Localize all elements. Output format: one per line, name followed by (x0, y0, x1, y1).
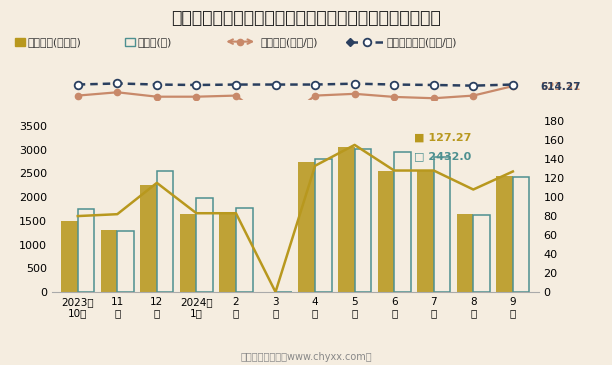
Bar (101, 230, 118, 292)
Bar (513, 177, 529, 292)
Text: 全国出口均价(美元/辆): 全国出口均价(美元/辆) (387, 36, 457, 47)
Text: ■ 127.27: ■ 127.27 (414, 132, 471, 142)
Text: 523.31: 523.31 (540, 82, 581, 92)
Text: 近一年重庆劲扬摩托车工业有限公司摩托车出口情况统计图: 近一年重庆劲扬摩托车工业有限公司摩托车出口情况统计图 (171, 9, 441, 27)
Bar (434, 157, 450, 292)
Bar (140, 185, 157, 292)
Bar (180, 214, 196, 292)
Bar (236, 208, 253, 292)
Bar (78, 209, 94, 292)
Bar (338, 147, 354, 292)
Bar (125, 38, 135, 46)
Bar (299, 161, 315, 292)
Bar (496, 176, 513, 292)
Text: 制图：智研咨询（www.chyxx.com）: 制图：智研咨询（www.chyxx.com） (240, 352, 372, 362)
Bar (394, 151, 411, 292)
Bar (417, 171, 434, 292)
Text: □ 2432.0: □ 2432.0 (414, 151, 471, 161)
Bar (354, 149, 371, 292)
Text: 出口量(辆): 出口量(辆) (138, 36, 172, 47)
Bar (219, 214, 236, 292)
Bar (61, 221, 78, 292)
Bar (118, 231, 134, 292)
Bar (457, 214, 473, 292)
Bar (315, 159, 332, 292)
Bar (15, 38, 25, 46)
Text: 出口金额(万美元): 出口金额(万美元) (28, 36, 81, 47)
Text: 614.27: 614.27 (540, 82, 581, 92)
Text: 出口均价(美元/辆): 出口均价(美元/辆) (260, 36, 318, 47)
Bar (378, 171, 394, 292)
Bar (157, 171, 173, 292)
Bar (196, 198, 213, 292)
Bar (473, 215, 490, 292)
